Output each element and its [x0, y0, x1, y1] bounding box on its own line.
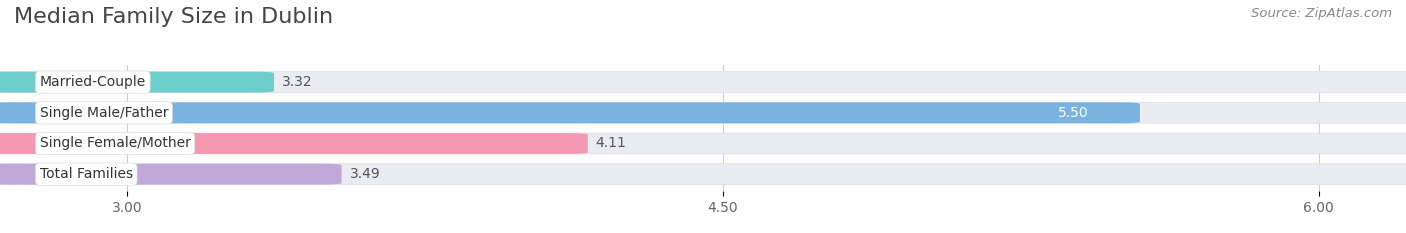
FancyBboxPatch shape [0, 164, 342, 185]
FancyBboxPatch shape [0, 133, 588, 154]
Text: 3.32: 3.32 [283, 75, 312, 89]
FancyBboxPatch shape [0, 164, 1406, 185]
Text: 3.49: 3.49 [350, 167, 380, 181]
Text: Single Male/Father: Single Male/Father [39, 106, 169, 120]
FancyBboxPatch shape [0, 102, 1140, 123]
FancyBboxPatch shape [0, 133, 1406, 154]
Text: Married-Couple: Married-Couple [39, 75, 146, 89]
Text: 4.11: 4.11 [596, 137, 627, 151]
Text: Median Family Size in Dublin: Median Family Size in Dublin [14, 7, 333, 27]
FancyBboxPatch shape [0, 72, 1406, 93]
Text: Total Families: Total Families [39, 167, 132, 181]
Text: Source: ZipAtlas.com: Source: ZipAtlas.com [1251, 7, 1392, 20]
FancyBboxPatch shape [0, 72, 274, 93]
Text: 5.50: 5.50 [1057, 106, 1088, 120]
Text: Single Female/Mother: Single Female/Mother [39, 137, 191, 151]
FancyBboxPatch shape [0, 102, 1406, 123]
